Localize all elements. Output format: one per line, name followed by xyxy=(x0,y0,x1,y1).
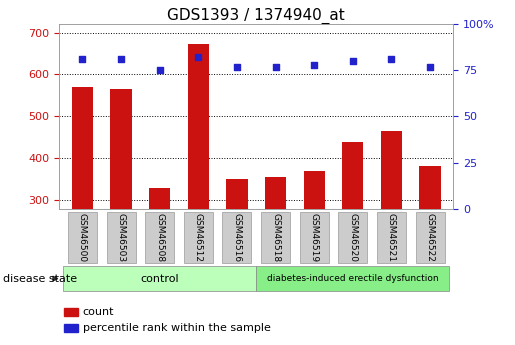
Text: control: control xyxy=(140,274,179,284)
Bar xyxy=(184,211,213,263)
Text: GSM46521: GSM46521 xyxy=(387,213,396,262)
Bar xyxy=(416,211,444,263)
Text: GSM46512: GSM46512 xyxy=(194,213,203,262)
Text: GSM46503: GSM46503 xyxy=(116,213,126,262)
Bar xyxy=(64,308,78,316)
Bar xyxy=(145,211,174,263)
Bar xyxy=(377,211,406,263)
Text: count: count xyxy=(83,307,114,317)
Bar xyxy=(226,179,248,209)
Bar xyxy=(149,188,170,209)
Text: GSM46519: GSM46519 xyxy=(310,213,319,262)
Bar xyxy=(381,131,402,209)
Text: GSM46522: GSM46522 xyxy=(425,213,435,262)
Bar xyxy=(187,44,209,209)
Point xyxy=(117,57,125,62)
Point xyxy=(194,55,202,60)
Bar xyxy=(261,211,290,263)
Text: GSM46500: GSM46500 xyxy=(78,213,87,262)
Point xyxy=(310,62,318,68)
Text: percentile rank within the sample: percentile rank within the sample xyxy=(83,323,271,333)
Bar xyxy=(303,171,325,209)
Text: GSM46508: GSM46508 xyxy=(155,213,164,262)
Bar xyxy=(265,177,286,209)
Point xyxy=(271,64,280,69)
Bar xyxy=(68,211,97,263)
Bar xyxy=(64,324,78,333)
Point xyxy=(78,57,87,62)
Text: GSM46518: GSM46518 xyxy=(271,213,280,262)
Title: GDS1393 / 1374940_at: GDS1393 / 1374940_at xyxy=(167,8,345,24)
Bar xyxy=(419,166,441,209)
Text: diabetes-induced erectile dysfunction: diabetes-induced erectile dysfunction xyxy=(267,274,439,283)
Point xyxy=(233,64,241,69)
Bar xyxy=(256,266,449,291)
Text: disease state: disease state xyxy=(3,274,77,284)
Point xyxy=(349,58,357,64)
Point xyxy=(387,57,396,62)
Bar xyxy=(110,89,132,209)
Text: GSM46516: GSM46516 xyxy=(232,213,242,262)
Bar xyxy=(222,211,251,263)
Bar xyxy=(72,87,93,209)
Bar xyxy=(107,211,135,263)
Bar xyxy=(338,211,367,263)
Bar xyxy=(342,141,364,209)
Bar xyxy=(63,266,256,291)
Point xyxy=(426,64,434,69)
Point xyxy=(156,68,164,73)
Bar xyxy=(300,211,329,263)
Text: GSM46520: GSM46520 xyxy=(348,213,357,262)
